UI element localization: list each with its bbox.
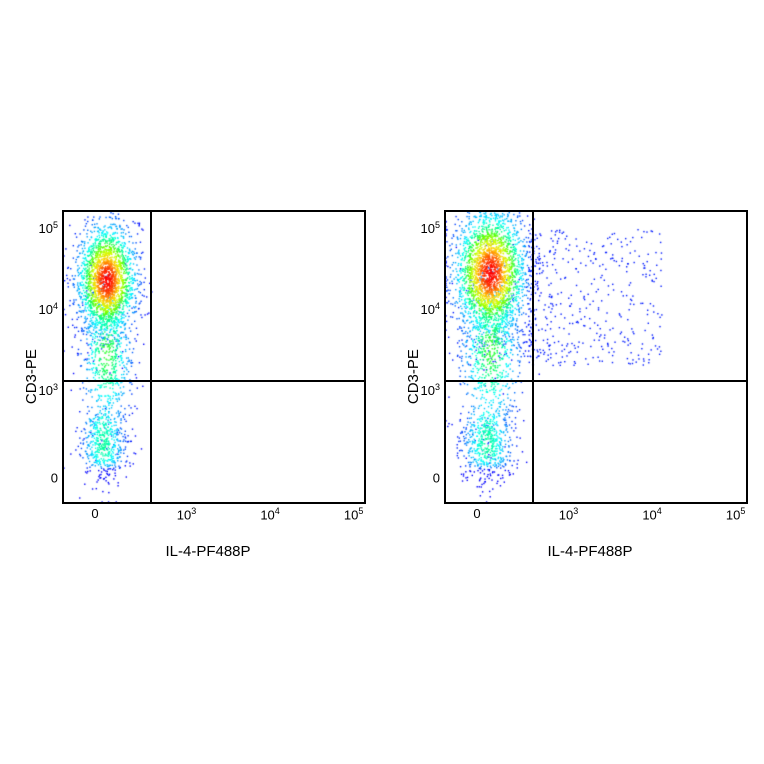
x-tick-label: 104: [260, 506, 279, 522]
quadrant-line-h: [64, 380, 364, 382]
x-tick-label: 103: [177, 506, 196, 522]
y-tick-label: 105: [39, 220, 58, 236]
x-ticks: 0 103 104 105: [62, 502, 362, 522]
x-tick-label: 104: [642, 506, 661, 522]
x-ticks: 0 103 104 105: [444, 502, 744, 522]
x-tick-label: 103: [559, 506, 578, 522]
y-tick-label: 0: [433, 471, 440, 486]
density-scatter-canvas: [64, 212, 364, 502]
y-ticks: 0 103 104 105: [412, 210, 440, 500]
x-tick-label: 105: [726, 506, 745, 522]
scatter-plot: [62, 210, 366, 504]
y-tick-label: 0: [51, 471, 58, 486]
panel-left: CD3-PE 0103104105 0103104105 IL-4-PF488P: [0, 200, 382, 560]
x-tick-label: 0: [91, 506, 98, 521]
panel-right: CD3-PE 0103104105 0103104105 IL-4-PF488P: [382, 200, 764, 560]
page: CD3-PE 0103104105 0103104105 IL-4-PF488P…: [0, 0, 764, 764]
y-tick-label: 103: [39, 381, 58, 397]
plots-row: CD3-PE 0103104105 0103104105 IL-4-PF488P…: [0, 200, 764, 560]
y-tick-label: 103: [421, 381, 440, 397]
quadrant-line-h: [446, 380, 746, 382]
y-tick-label: 105: [421, 220, 440, 236]
y-ticks: 0 103 104 105: [30, 210, 58, 500]
scatter-plot: [444, 210, 748, 504]
x-tick-label: 105: [344, 506, 363, 522]
density-scatter-canvas: [446, 212, 746, 502]
x-tick-label: 0: [473, 506, 480, 521]
x-axis-label: IL-4-PF488P: [547, 543, 632, 560]
x-axis-label: IL-4-PF488P: [165, 543, 250, 560]
quadrant-line-v: [532, 212, 534, 502]
quadrant-line-v: [150, 212, 152, 502]
y-tick-label: 104: [421, 301, 440, 317]
y-tick-label: 104: [39, 301, 58, 317]
